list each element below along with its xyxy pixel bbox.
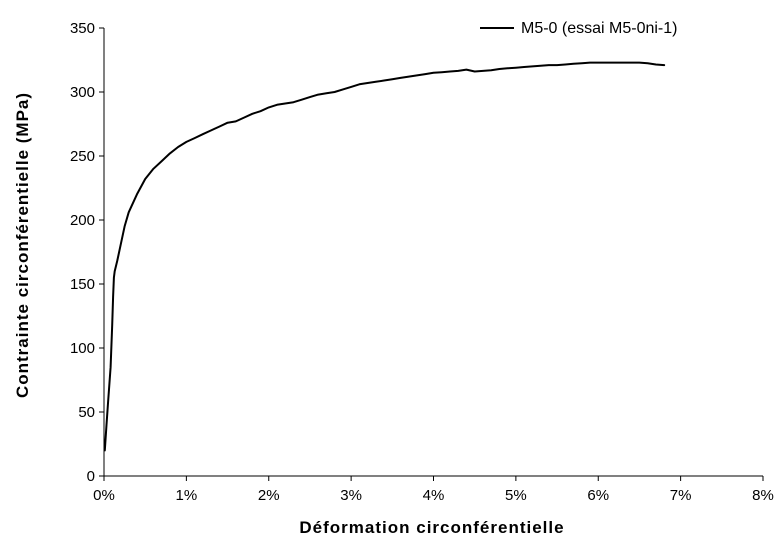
y-tick-label: 50 (78, 404, 95, 421)
y-tick-label: 200 (70, 212, 95, 229)
legend-label: M5-0 (essai M5-0ni-1) (521, 20, 677, 37)
x-tick-label: 2% (258, 487, 280, 504)
x-tick-label: 8% (752, 487, 774, 504)
x-tick-label: 6% (587, 487, 609, 504)
series-line (103, 61, 666, 452)
x-tick-label: 4% (423, 487, 445, 504)
x-axis-title: Déformation circonférentielle (299, 518, 564, 537)
y-tick-label: 300 (70, 84, 95, 101)
legend: M5-0 (essai M5-0ni-1) (480, 20, 677, 37)
x-tick-label: 0% (93, 487, 115, 504)
y-tick-label: 350 (70, 20, 95, 37)
y-tick-label: 0 (87, 468, 95, 485)
y-tick-label: 100 (70, 340, 95, 357)
y-axis-title: Contrainte circonférentielle (MPa) (13, 92, 32, 398)
x-tick-label: 5% (505, 487, 527, 504)
y-tick-label: 150 (70, 276, 95, 293)
y-axis: 0 50 100 150 200 250 300 350 (70, 20, 105, 485)
x-tick-label: 7% (670, 487, 692, 504)
x-axis: 0% 1% 2% 3% 4% 5% 6% 7% 8% (93, 475, 774, 504)
x-tick-label: 3% (340, 487, 362, 504)
x-tick-label: 1% (176, 487, 198, 504)
y-tick-label: 250 (70, 148, 95, 165)
plot-area (103, 61, 666, 452)
